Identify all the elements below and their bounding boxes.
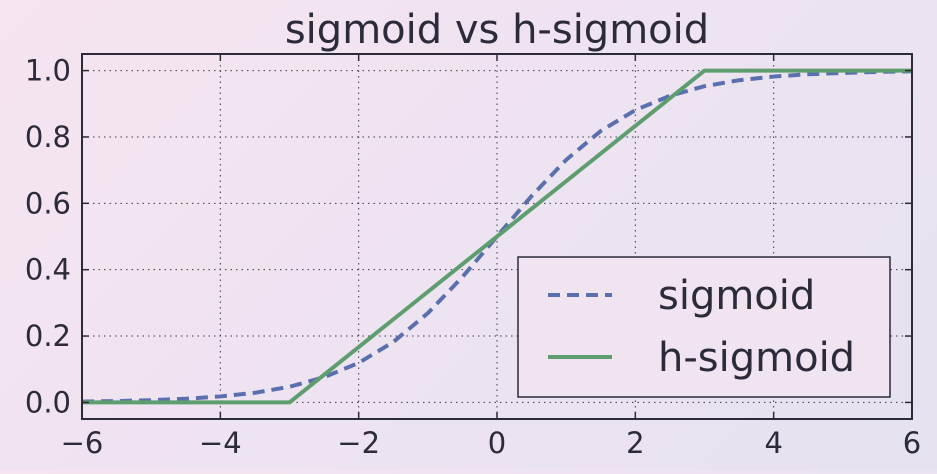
y-tick-label: 1.0 (25, 54, 71, 88)
series-line-h-sigmoid (82, 68, 912, 405)
x-tick-label: 4 (764, 426, 782, 460)
y-tick-label: 0.6 (25, 186, 71, 220)
y-tick-label: 0.4 (25, 253, 71, 287)
chart-title: sigmoid vs h-sigmoid (285, 7, 709, 53)
y-tick-label: 0.8 (25, 120, 71, 154)
legend: sigmoid h-sigmoid (517, 256, 891, 398)
y-tick-label: 0.0 (25, 385, 71, 419)
x-tick-label: 2 (626, 426, 644, 460)
legend-box (517, 256, 891, 398)
x-tick-label: 0 (488, 426, 506, 460)
series-line-sigmoid (81, 69, 913, 404)
legend-label-sigmoid: sigmoid (658, 273, 815, 319)
x-tick-label: 6 (903, 426, 921, 460)
axis-ticks: −6 −4 −2 0 2 4 6 0.0 0.2 0.4 0.6 0.8 1.0 (25, 54, 921, 460)
x-tick-label: −2 (337, 426, 380, 460)
x-tick-label: −6 (61, 426, 104, 460)
series-lines (81, 68, 913, 405)
legend-label-h-sigmoid: h-sigmoid (658, 335, 855, 381)
y-tick-label: 0.2 (25, 319, 71, 353)
x-tick-label: −4 (199, 426, 242, 460)
